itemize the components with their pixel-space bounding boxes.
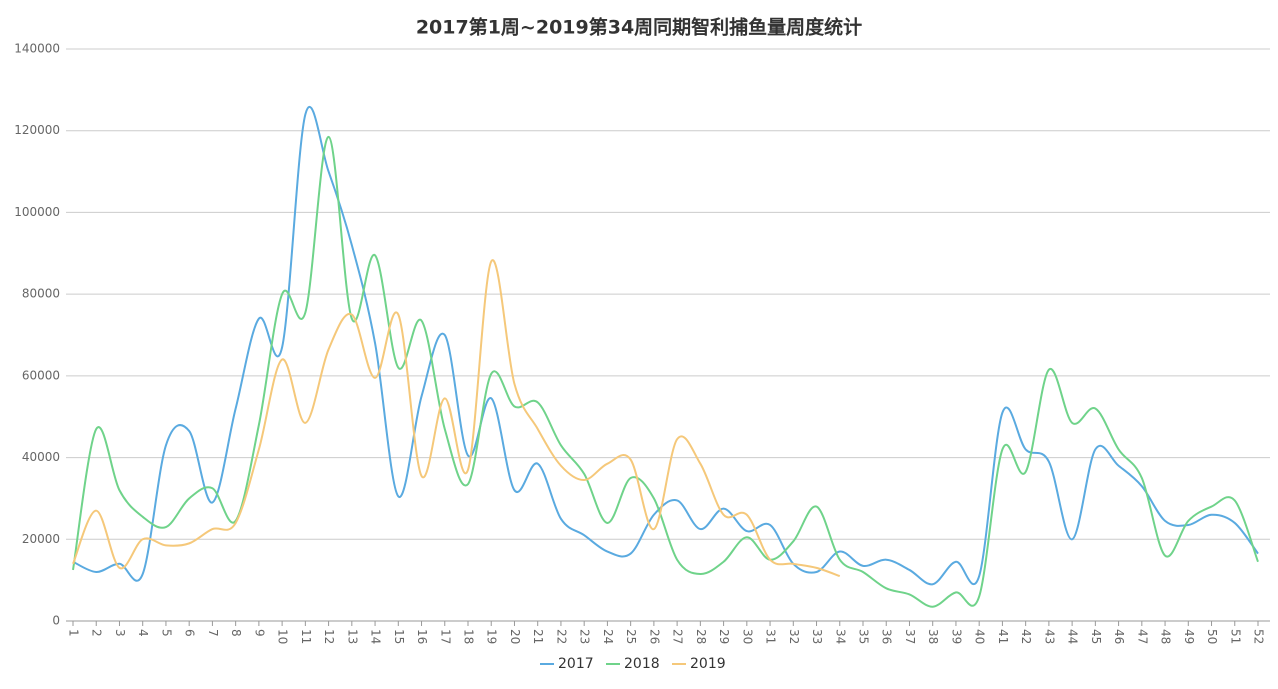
legend-label: 2018 xyxy=(624,656,660,672)
x-tick-label: 4 xyxy=(136,629,150,637)
legend-label: 2019 xyxy=(690,656,726,672)
x-tick-label: 47 xyxy=(1135,629,1149,644)
x-tick-label: 24 xyxy=(601,629,615,644)
x-tick-label: 49 xyxy=(1182,629,1196,644)
x-tick-label: 19 xyxy=(485,629,499,644)
x-tick-label: 52 xyxy=(1252,629,1266,644)
y-tick-label: 60000 xyxy=(22,368,60,382)
x-tick-label: 12 xyxy=(322,629,336,644)
x-tick-label: 29 xyxy=(717,629,731,644)
legend-label: 2017 xyxy=(558,656,594,672)
x-tick-label: 3 xyxy=(113,629,127,637)
x-tick-label: 21 xyxy=(531,629,545,644)
x-tick-label: 28 xyxy=(694,629,708,644)
x-tick-label: 38 xyxy=(926,629,940,644)
x-tick-label: 27 xyxy=(671,629,685,644)
x-tick-label: 40 xyxy=(973,629,987,644)
x-tick-label: 9 xyxy=(252,629,266,637)
x-tick-label: 23 xyxy=(578,629,592,644)
x-tick-label: 34 xyxy=(833,629,847,644)
x-tick-label: 43 xyxy=(1042,629,1056,644)
line xyxy=(72,259,841,578)
x-tick-label: 8 xyxy=(229,629,243,637)
x-tick-label: 6 xyxy=(183,629,197,637)
x-tick-label: 20 xyxy=(508,629,522,644)
line xyxy=(72,135,1259,608)
x-tick-label: 18 xyxy=(462,629,476,644)
x-tick-label: 26 xyxy=(647,629,661,644)
x-tick-label: 50 xyxy=(1205,629,1219,644)
x-tick-label: 30 xyxy=(740,629,754,644)
x-tick-label: 35 xyxy=(857,629,871,644)
x-tick-label: 25 xyxy=(624,629,638,644)
x-tick-label: 51 xyxy=(1228,629,1242,644)
x-tick-label: 33 xyxy=(810,629,824,644)
x-tick-label: 2 xyxy=(90,629,104,637)
x-tick-label: 37 xyxy=(903,629,917,644)
x-tick-label: 31 xyxy=(764,629,778,644)
x-tick-label: 15 xyxy=(392,629,406,644)
x-tick-label: 48 xyxy=(1159,629,1173,644)
x-tick-label: 44 xyxy=(1066,629,1080,644)
x-tick-label: 11 xyxy=(299,629,313,644)
x-tick-label: 32 xyxy=(787,629,801,644)
x-tick-label: 39 xyxy=(949,629,963,644)
y-tick-label: 120000 xyxy=(14,123,60,137)
x-tick-label: 16 xyxy=(415,629,429,644)
y-tick-label: 140000 xyxy=(14,42,60,56)
line xyxy=(72,105,1259,586)
x-tick-label: 22 xyxy=(554,629,568,644)
y-tick-label: 20000 xyxy=(22,532,60,546)
x-tick-label: 45 xyxy=(1089,629,1103,644)
x-tick-label: 10 xyxy=(276,629,290,644)
chart-title: 2017第1周~2019第34周同期智利捕鱼量周度统计 xyxy=(416,16,862,39)
x-tick-label: 7 xyxy=(206,629,220,637)
y-tick-label: 0 xyxy=(52,614,60,628)
y-tick-label: 40000 xyxy=(22,450,60,464)
y-tick-label: 100000 xyxy=(14,205,60,219)
y-tick-label: 80000 xyxy=(22,287,60,301)
x-tick-label: 41 xyxy=(996,629,1010,644)
x-tick-label: 1 xyxy=(67,629,81,637)
x-tick-label: 46 xyxy=(1112,629,1126,644)
x-tick-label: 36 xyxy=(880,629,894,644)
x-tick-label: 17 xyxy=(438,629,452,644)
x-tick-label: 42 xyxy=(1019,629,1033,644)
x-tick-label: 13 xyxy=(345,629,359,644)
x-tick-label: 14 xyxy=(369,629,383,644)
x-tick-label: 5 xyxy=(159,629,173,637)
